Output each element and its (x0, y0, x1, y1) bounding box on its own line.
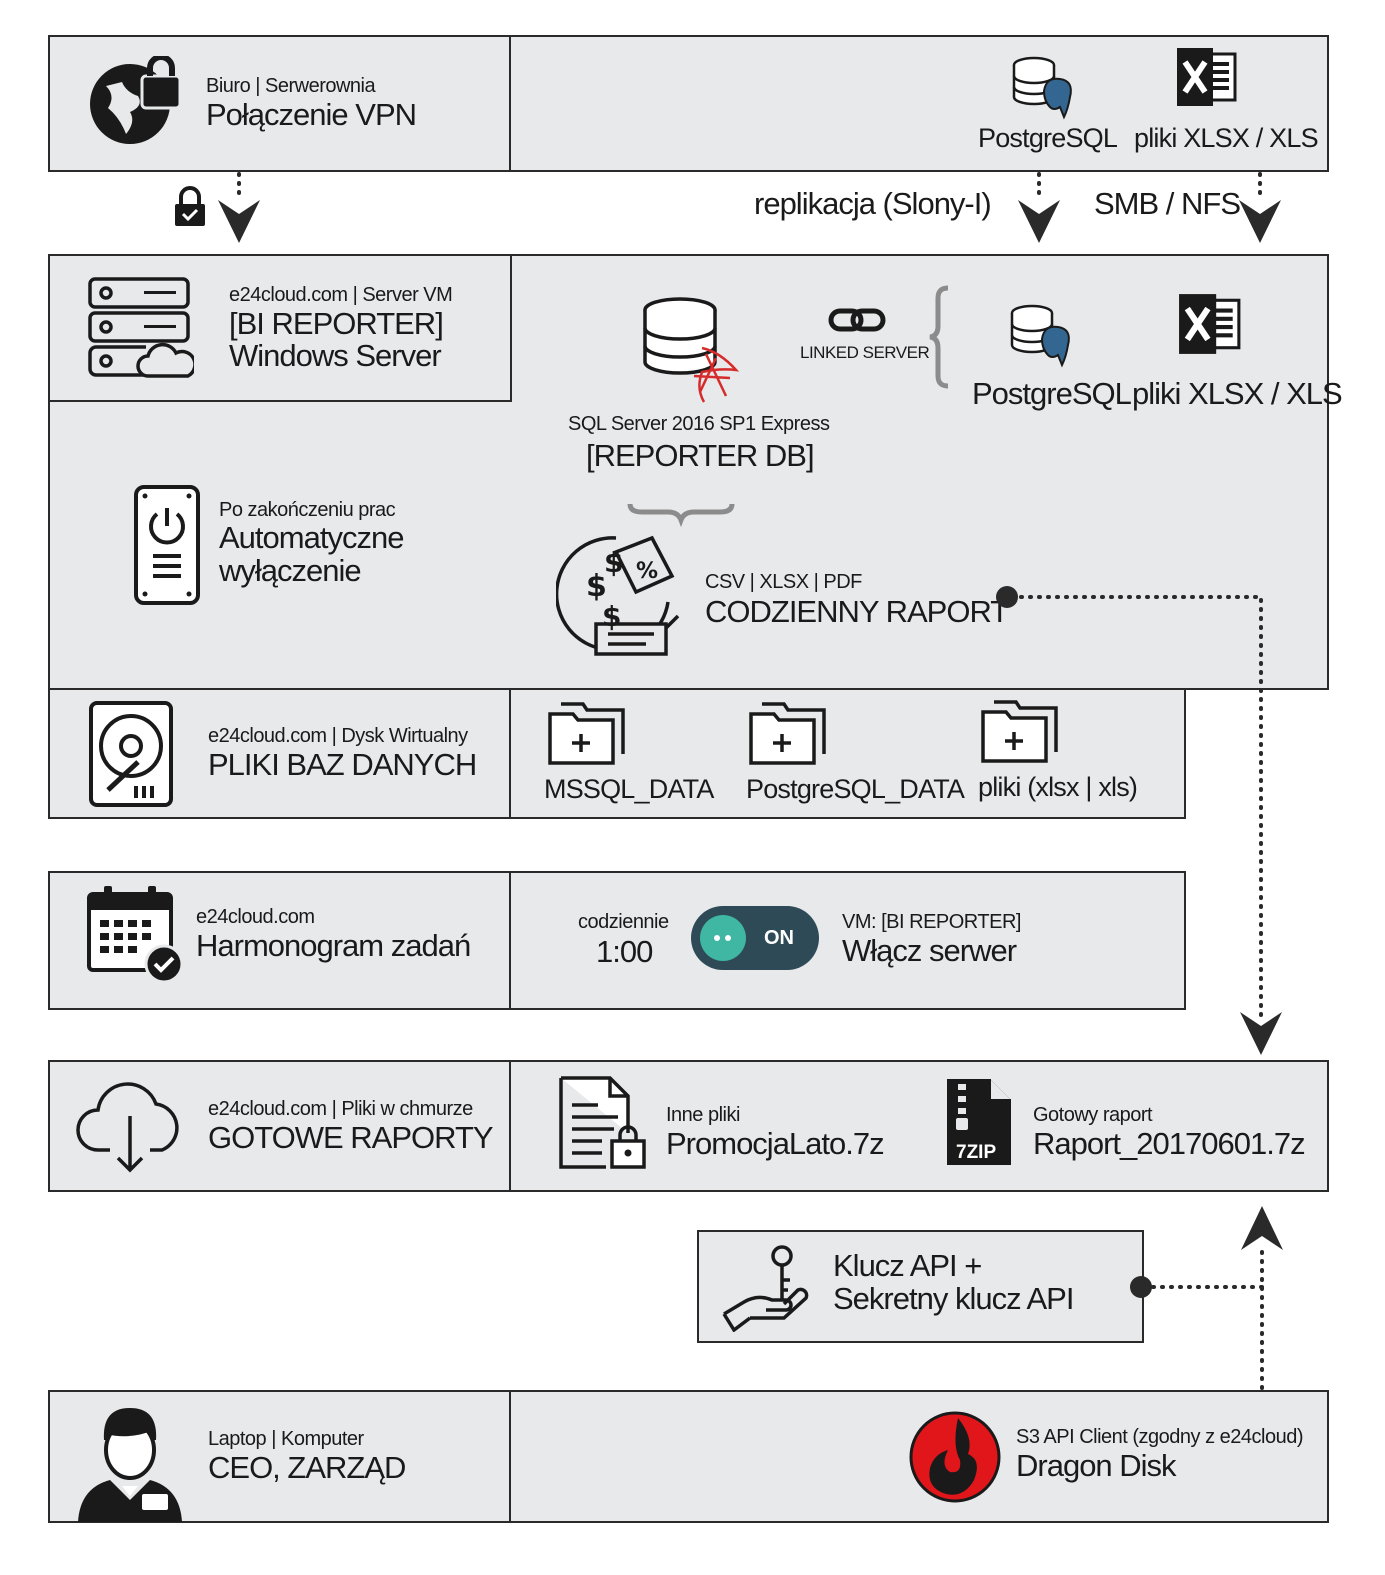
locked-document-icon (559, 1076, 646, 1169)
vpn-title: Połączenie VPN (206, 97, 417, 132)
calendar-check-icon (87, 886, 184, 984)
shutdown-line1: Automatyczne (219, 520, 404, 555)
schedule-title: Harmonogram zadań (196, 928, 471, 963)
svg-text:$: $ (602, 600, 621, 633)
toggle-label: ON (764, 927, 794, 949)
report-title: CODZIENNY RAPORT (705, 594, 1009, 629)
linked-server-label: LINKED SERVER (800, 343, 930, 362)
folder-add-icon (548, 702, 625, 765)
report-connector-dot (996, 586, 1018, 608)
api-connector-dot (1130, 1276, 1152, 1298)
svg-text:$: $ (604, 546, 623, 579)
disk-subtitle: e24cloud.com | Dysk Wirtualny (208, 725, 468, 747)
arrow-down-head (218, 200, 260, 243)
other-files-subtitle: Inne pliki (666, 1104, 740, 1126)
api-key-line2: Sekretny klucz API (833, 1281, 1074, 1316)
zip-file-icon (947, 1079, 1011, 1165)
vm-subtitle: e24cloud.com | Server VM (229, 284, 453, 306)
schedule-time: 1:00 (596, 934, 653, 969)
excel-icon (1179, 294, 1241, 354)
folder-label: PostgreSQL_DATA (746, 774, 965, 804)
sql-title: [REPORTER DB] (586, 438, 815, 473)
key-hand-icon (722, 1245, 809, 1332)
zip-badge: 7ZIP (956, 1142, 997, 1163)
folder-label: MSSQL_DATA (544, 774, 714, 804)
power-toggle[interactable]: ON (691, 906, 819, 970)
office-xlsx-label: pliki XLSX / XLS (1134, 123, 1319, 153)
arrow-down-head (1239, 200, 1281, 243)
reporter-db-brace (627, 503, 735, 528)
schedule-vm: VM: [BI REPORTER] (842, 911, 1021, 933)
sql-subtitle: SQL Server 2016 SP1 Express (568, 413, 830, 435)
vm-xlsx-label: pliki XLSX / XLS (1132, 376, 1343, 411)
ceo-title: CEO, ZARZĄD (208, 1450, 406, 1485)
replication-label: replikacja (Slony-I) (754, 186, 992, 221)
postgresql-icon (1010, 304, 1070, 368)
hard-disk-icon (89, 701, 173, 807)
folder-add-icon (749, 702, 826, 765)
schedule-subtitle: e24cloud.com (196, 906, 315, 928)
folder-label: pliki (xlsx | xls) (978, 772, 1138, 802)
smb-nfs-label: SMB / NFS (1094, 186, 1241, 221)
dragon-disk-icon (909, 1411, 1001, 1503)
toggle-knob (700, 915, 746, 961)
vm-os: Windows Server (229, 338, 442, 373)
cloud-download-icon (76, 1082, 179, 1173)
disk-title: PLIKI BAZ DANYCH (208, 747, 477, 782)
vpn-subtitle: Biuro | Serwerownia (206, 75, 376, 97)
excel-icon (1177, 48, 1237, 106)
schedule-action: Włącz serwer (842, 933, 1017, 968)
other-file-name: PromocjaLato.7z (666, 1126, 885, 1161)
ready-report-file: Raport_20170601.7z (1033, 1126, 1306, 1161)
padlock-icon (175, 186, 205, 226)
vm-postgresql-label: PostgreSQL (972, 376, 1132, 411)
schedule-detail-box (509, 871, 1186, 1010)
ceo-subtitle: Laptop | Komputer (208, 1428, 364, 1450)
vm-name: [BI REPORTER] (229, 306, 444, 341)
shutdown-subtitle: Po zakończeniu prac (219, 499, 396, 521)
cloud-box (48, 1060, 512, 1192)
cloud-title: GOTOWE RAPORTY (208, 1120, 494, 1155)
chain-link-icon (828, 308, 886, 332)
user-laptop-icon (78, 1408, 182, 1522)
arrow-down-head (1240, 1012, 1282, 1055)
schedule-frequency: codziennie (578, 911, 669, 933)
report-dotted-line (1010, 595, 1263, 1018)
postgresql-icon (1012, 56, 1072, 120)
linked-server-brace (929, 285, 949, 389)
power-remote-icon (134, 485, 200, 605)
arrow-down-head (1018, 200, 1060, 243)
finance-report-icon: $ $ $ % (556, 535, 680, 656)
cloud-files-box (509, 1060, 1329, 1192)
svg-text:%: % (636, 559, 658, 584)
vpn-globe-lock-icon (90, 56, 182, 144)
svg-text:$: $ (586, 569, 607, 604)
office-postgresql-label: PostgreSQL (978, 123, 1118, 153)
report-subtitle: CSV | XLSX | PDF (705, 571, 862, 593)
ready-report-subtitle: Gotowy raport (1033, 1104, 1153, 1126)
client-name: Dragon Disk (1016, 1448, 1177, 1483)
sqlserver-database-icon (643, 297, 740, 403)
server-cloud-icon (88, 277, 194, 378)
cloud-subtitle: e24cloud.com | Pliki w chmurze (208, 1098, 473, 1120)
arrow-up-head (1241, 1206, 1283, 1250)
api-key-line1: Klucz API + (833, 1248, 982, 1283)
shutdown-line2: wyłączenie (219, 553, 362, 588)
folder-add-icon (981, 700, 1058, 763)
client-subtitle: S3 API Client (zgodny z e24cloud) (1016, 1426, 1304, 1448)
